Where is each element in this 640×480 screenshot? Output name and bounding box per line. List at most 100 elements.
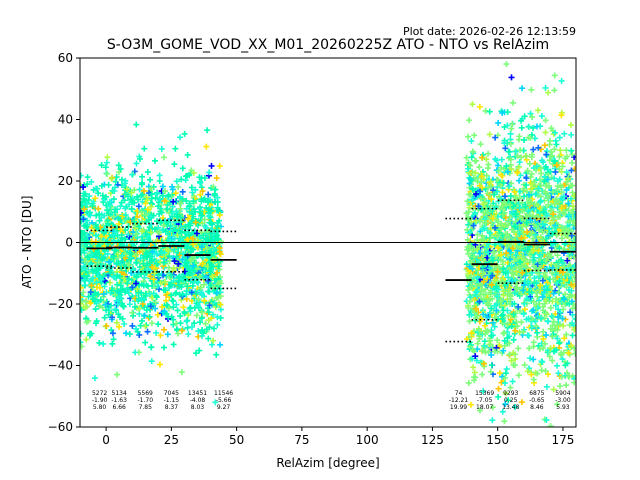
bin-mean-label: 0.25 xyxy=(504,397,518,404)
scatter-point xyxy=(213,351,220,358)
x-tick-label: 0 xyxy=(102,433,110,447)
scatter-point xyxy=(131,168,138,175)
bin-std-label: 19.99 xyxy=(450,404,467,411)
bin-count-label: 74 xyxy=(455,390,463,397)
scatter-point xyxy=(144,328,151,335)
x-tick-label: 50 xyxy=(229,433,244,447)
plot-date: Plot date: 2026-02-26 12:13:59 xyxy=(403,25,576,38)
scatter-point xyxy=(102,164,109,171)
y-axis-label: ATO - NTO [DU] xyxy=(20,196,34,289)
bin-count-label: 6875 xyxy=(529,390,544,397)
scatter-point xyxy=(136,331,143,338)
scatter-point xyxy=(185,331,192,338)
x-tick-label: 125 xyxy=(421,433,444,447)
scatter-point xyxy=(193,312,200,319)
bin-mean-label: -1.63 xyxy=(111,397,127,404)
y-tick-label: 60 xyxy=(58,51,73,65)
bin-std-label: 5.80 xyxy=(93,404,107,411)
scatter-point xyxy=(178,369,185,376)
bin-std-label: 8.37 xyxy=(165,404,179,411)
scatter-point xyxy=(199,220,206,227)
scatter-point xyxy=(133,325,140,332)
scatter-point xyxy=(173,301,180,308)
y-tick-label: −20 xyxy=(48,297,73,311)
scatter-point xyxy=(153,329,160,336)
scatter-point xyxy=(146,238,153,245)
bin-count-label: 13451 xyxy=(188,390,207,397)
scatter-point xyxy=(113,307,120,314)
scatter-point xyxy=(181,310,188,317)
scatter-point xyxy=(115,215,122,222)
scatter-point xyxy=(147,176,154,183)
bin-mean-label: -5.66 xyxy=(216,397,232,404)
scatter-point xyxy=(160,326,167,333)
y-tick-label: 20 xyxy=(58,174,73,188)
scatter-point xyxy=(96,339,103,346)
scatter-point xyxy=(151,157,158,164)
scatter-point xyxy=(174,307,181,314)
scatter-point xyxy=(202,320,209,327)
bin-count-label: 9293 xyxy=(503,390,518,397)
bin-std-label: 8.03 xyxy=(191,404,205,411)
bin-count-label: 11546 xyxy=(214,390,233,397)
scatter-point xyxy=(129,322,136,329)
scatter-point xyxy=(112,178,119,185)
scatter-point xyxy=(196,347,203,354)
scatter-point xyxy=(184,151,191,158)
bin-mean-label: -1.70 xyxy=(137,397,153,404)
scatter-point xyxy=(148,320,155,327)
scatter-point xyxy=(177,134,184,141)
scatter-point xyxy=(126,301,133,308)
bin-std-label: 8.46 xyxy=(530,404,544,411)
scatter-point xyxy=(164,331,171,338)
scatter-point xyxy=(197,191,204,198)
x-tick-label: 175 xyxy=(551,433,574,447)
scatter-point xyxy=(134,328,141,335)
scatter-point xyxy=(135,196,142,203)
x-tick-label: 100 xyxy=(356,433,379,447)
scatter-point xyxy=(92,306,99,313)
bin-mean-label: -1.90 xyxy=(92,397,108,404)
scatter-point xyxy=(129,171,136,178)
y-tick-label: 0 xyxy=(65,236,73,250)
bin-count-label: 5904 xyxy=(555,390,570,397)
bin-mean-label: -7.05 xyxy=(477,397,493,404)
bin-std-label: 7.85 xyxy=(139,404,153,411)
chart-title: S-O3M_GOME_VOD_XX_M01_20260225Z ATO - NT… xyxy=(107,37,549,53)
scatter-point xyxy=(198,309,205,316)
scatter-point xyxy=(104,170,111,177)
bin-mean-label: -4.08 xyxy=(190,397,206,404)
scatter-point xyxy=(217,314,224,321)
scatter-points xyxy=(80,61,576,427)
scatter-point xyxy=(95,190,102,197)
scatter-point xyxy=(210,325,217,332)
bin-count-label: 5134 xyxy=(112,390,127,397)
scatter-point xyxy=(114,371,121,378)
scatter-point xyxy=(193,350,200,357)
bin-mean-label: -3.00 xyxy=(555,397,571,404)
bin-std-label: 6.66 xyxy=(112,404,126,411)
scatter-point xyxy=(205,191,212,198)
scatter-point xyxy=(155,321,162,328)
scatter-point xyxy=(166,285,173,292)
y-tick-label: 40 xyxy=(58,113,73,127)
scatter-point xyxy=(203,143,210,150)
y-tick-label: −40 xyxy=(48,359,73,373)
bin-mean-label: -1.15 xyxy=(164,397,180,404)
scatter-point xyxy=(96,217,103,224)
bin-std-label: 5.93 xyxy=(556,404,570,411)
scatter-point xyxy=(163,206,170,213)
x-tick-label: 75 xyxy=(294,433,309,447)
scatter-point xyxy=(170,341,177,348)
scatter-point xyxy=(99,192,106,199)
scatter-point xyxy=(87,212,94,219)
scatter-point xyxy=(182,223,189,230)
bin-count-label: 5272 xyxy=(92,390,107,397)
x-tick-label: 150 xyxy=(486,433,509,447)
scatter-point xyxy=(171,161,178,168)
scatter-point xyxy=(158,145,165,152)
scatter-point xyxy=(154,311,161,318)
bin-mean-label: -0.65 xyxy=(529,397,545,404)
scatter-point xyxy=(201,174,208,181)
